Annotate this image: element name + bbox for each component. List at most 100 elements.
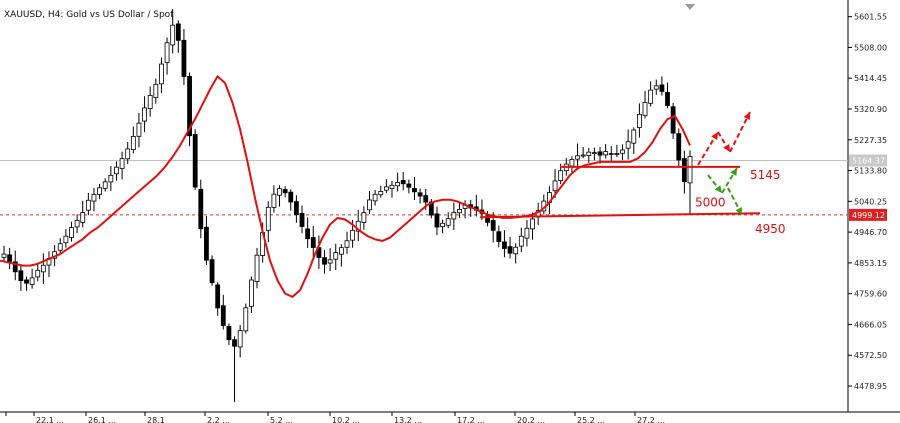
candle	[406, 179, 412, 194]
y-tick-label: 5508.00	[854, 43, 887, 52]
x-tick-label: 28.1	[147, 416, 165, 423]
candle	[552, 169, 558, 198]
candle	[687, 150, 693, 215]
candle	[209, 255, 215, 286]
y-axis: 5601.55 5508.00 5414.45 5320.90 5227.35 5133.…	[848, 13, 887, 391]
candle	[159, 57, 164, 94]
x-tick-label: 10.2 ...	[332, 416, 360, 423]
candles-layer	[1, 8, 693, 403]
candle	[389, 180, 395, 198]
reference-price-label: 4999.12	[852, 211, 885, 220]
candle	[147, 86, 153, 117]
candle	[85, 193, 91, 216]
y-tick-label: 4759.60	[854, 290, 887, 299]
candle	[102, 178, 108, 192]
candle	[462, 200, 468, 219]
candle	[412, 177, 417, 201]
candle	[57, 238, 63, 255]
candle	[361, 206, 367, 230]
candle	[12, 250, 18, 281]
candle	[40, 253, 46, 285]
candle	[434, 206, 440, 236]
candle	[91, 187, 97, 212]
candle	[575, 143, 580, 170]
level-label: 4950	[755, 222, 786, 236]
candle	[7, 247, 13, 270]
candle	[580, 147, 586, 159]
candle	[496, 225, 502, 248]
y-tick-label: 4666.05	[854, 320, 887, 329]
level-label: 5000	[695, 196, 726, 210]
candle	[665, 82, 670, 109]
candle	[215, 282, 221, 316]
candle	[445, 212, 451, 229]
candle	[69, 221, 74, 242]
candle	[535, 202, 541, 225]
candle	[35, 262, 41, 282]
y-tick-label: 5601.55	[854, 13, 887, 22]
candle	[507, 237, 513, 259]
candle	[327, 248, 333, 272]
y-tick-label: 4853.15	[854, 259, 887, 268]
candle	[271, 185, 277, 213]
forecast-down-arrow-icon	[727, 187, 743, 216]
candle	[192, 129, 198, 190]
candle	[1, 245, 7, 262]
x-tick-label: 2.2 ...	[207, 416, 230, 423]
x-tick-label: 25.2 ...	[577, 416, 605, 423]
candle	[338, 244, 344, 267]
current-price-label: 5164.37	[852, 156, 885, 165]
candle	[676, 128, 682, 168]
candle	[322, 250, 327, 274]
x-tick-label: 22.1 ...	[36, 416, 64, 423]
candle	[653, 79, 659, 95]
candle	[181, 29, 187, 85]
candle	[400, 171, 406, 191]
candle	[254, 247, 260, 289]
y-tick-label: 4478.95	[854, 382, 887, 391]
candle	[220, 294, 226, 330]
candle	[625, 129, 631, 160]
candle	[333, 243, 339, 271]
x-tick-label: 5.2 ...	[270, 416, 293, 423]
candle	[130, 126, 136, 154]
candle	[608, 146, 614, 161]
candle	[473, 194, 479, 217]
candle	[63, 229, 69, 248]
x-tick-label: 17.2 ...	[457, 416, 485, 423]
candle	[114, 161, 119, 181]
ma-layer	[0, 74, 691, 298]
candle	[417, 188, 423, 204]
candle	[243, 303, 249, 334]
candle	[305, 217, 311, 248]
scroll-marker-icon	[685, 4, 695, 10]
candle	[457, 201, 462, 219]
candle	[367, 190, 372, 214]
x-axis: 22.1 ... 26.1 ... 28.1 2.2 ... 5.2 ... 10.2 .…	[5, 412, 665, 423]
candle	[648, 81, 654, 107]
candle	[277, 185, 282, 207]
candle	[541, 194, 547, 215]
x-tick-label: 27.2 ...	[637, 416, 665, 423]
x-tick-label: 13.2 ...	[394, 416, 422, 423]
candle	[383, 179, 389, 194]
chart-title: XAUUSD, H4: Gold vs US Dollar / Spot	[4, 10, 174, 20]
candle	[125, 141, 131, 165]
candle	[108, 166, 114, 191]
candle	[502, 230, 507, 258]
candle	[299, 205, 305, 234]
candle	[232, 336, 237, 403]
candle	[355, 209, 361, 241]
candle	[603, 144, 609, 159]
forecast-up-arrow-icon	[717, 131, 731, 153]
candle	[524, 220, 530, 247]
candle	[614, 144, 620, 158]
level-line	[479, 212, 761, 219]
candle	[395, 172, 401, 192]
candle	[237, 324, 243, 358]
candle	[293, 195, 299, 223]
moving-average-line	[0, 74, 691, 298]
forecast-down-arrow-icon	[721, 167, 738, 194]
